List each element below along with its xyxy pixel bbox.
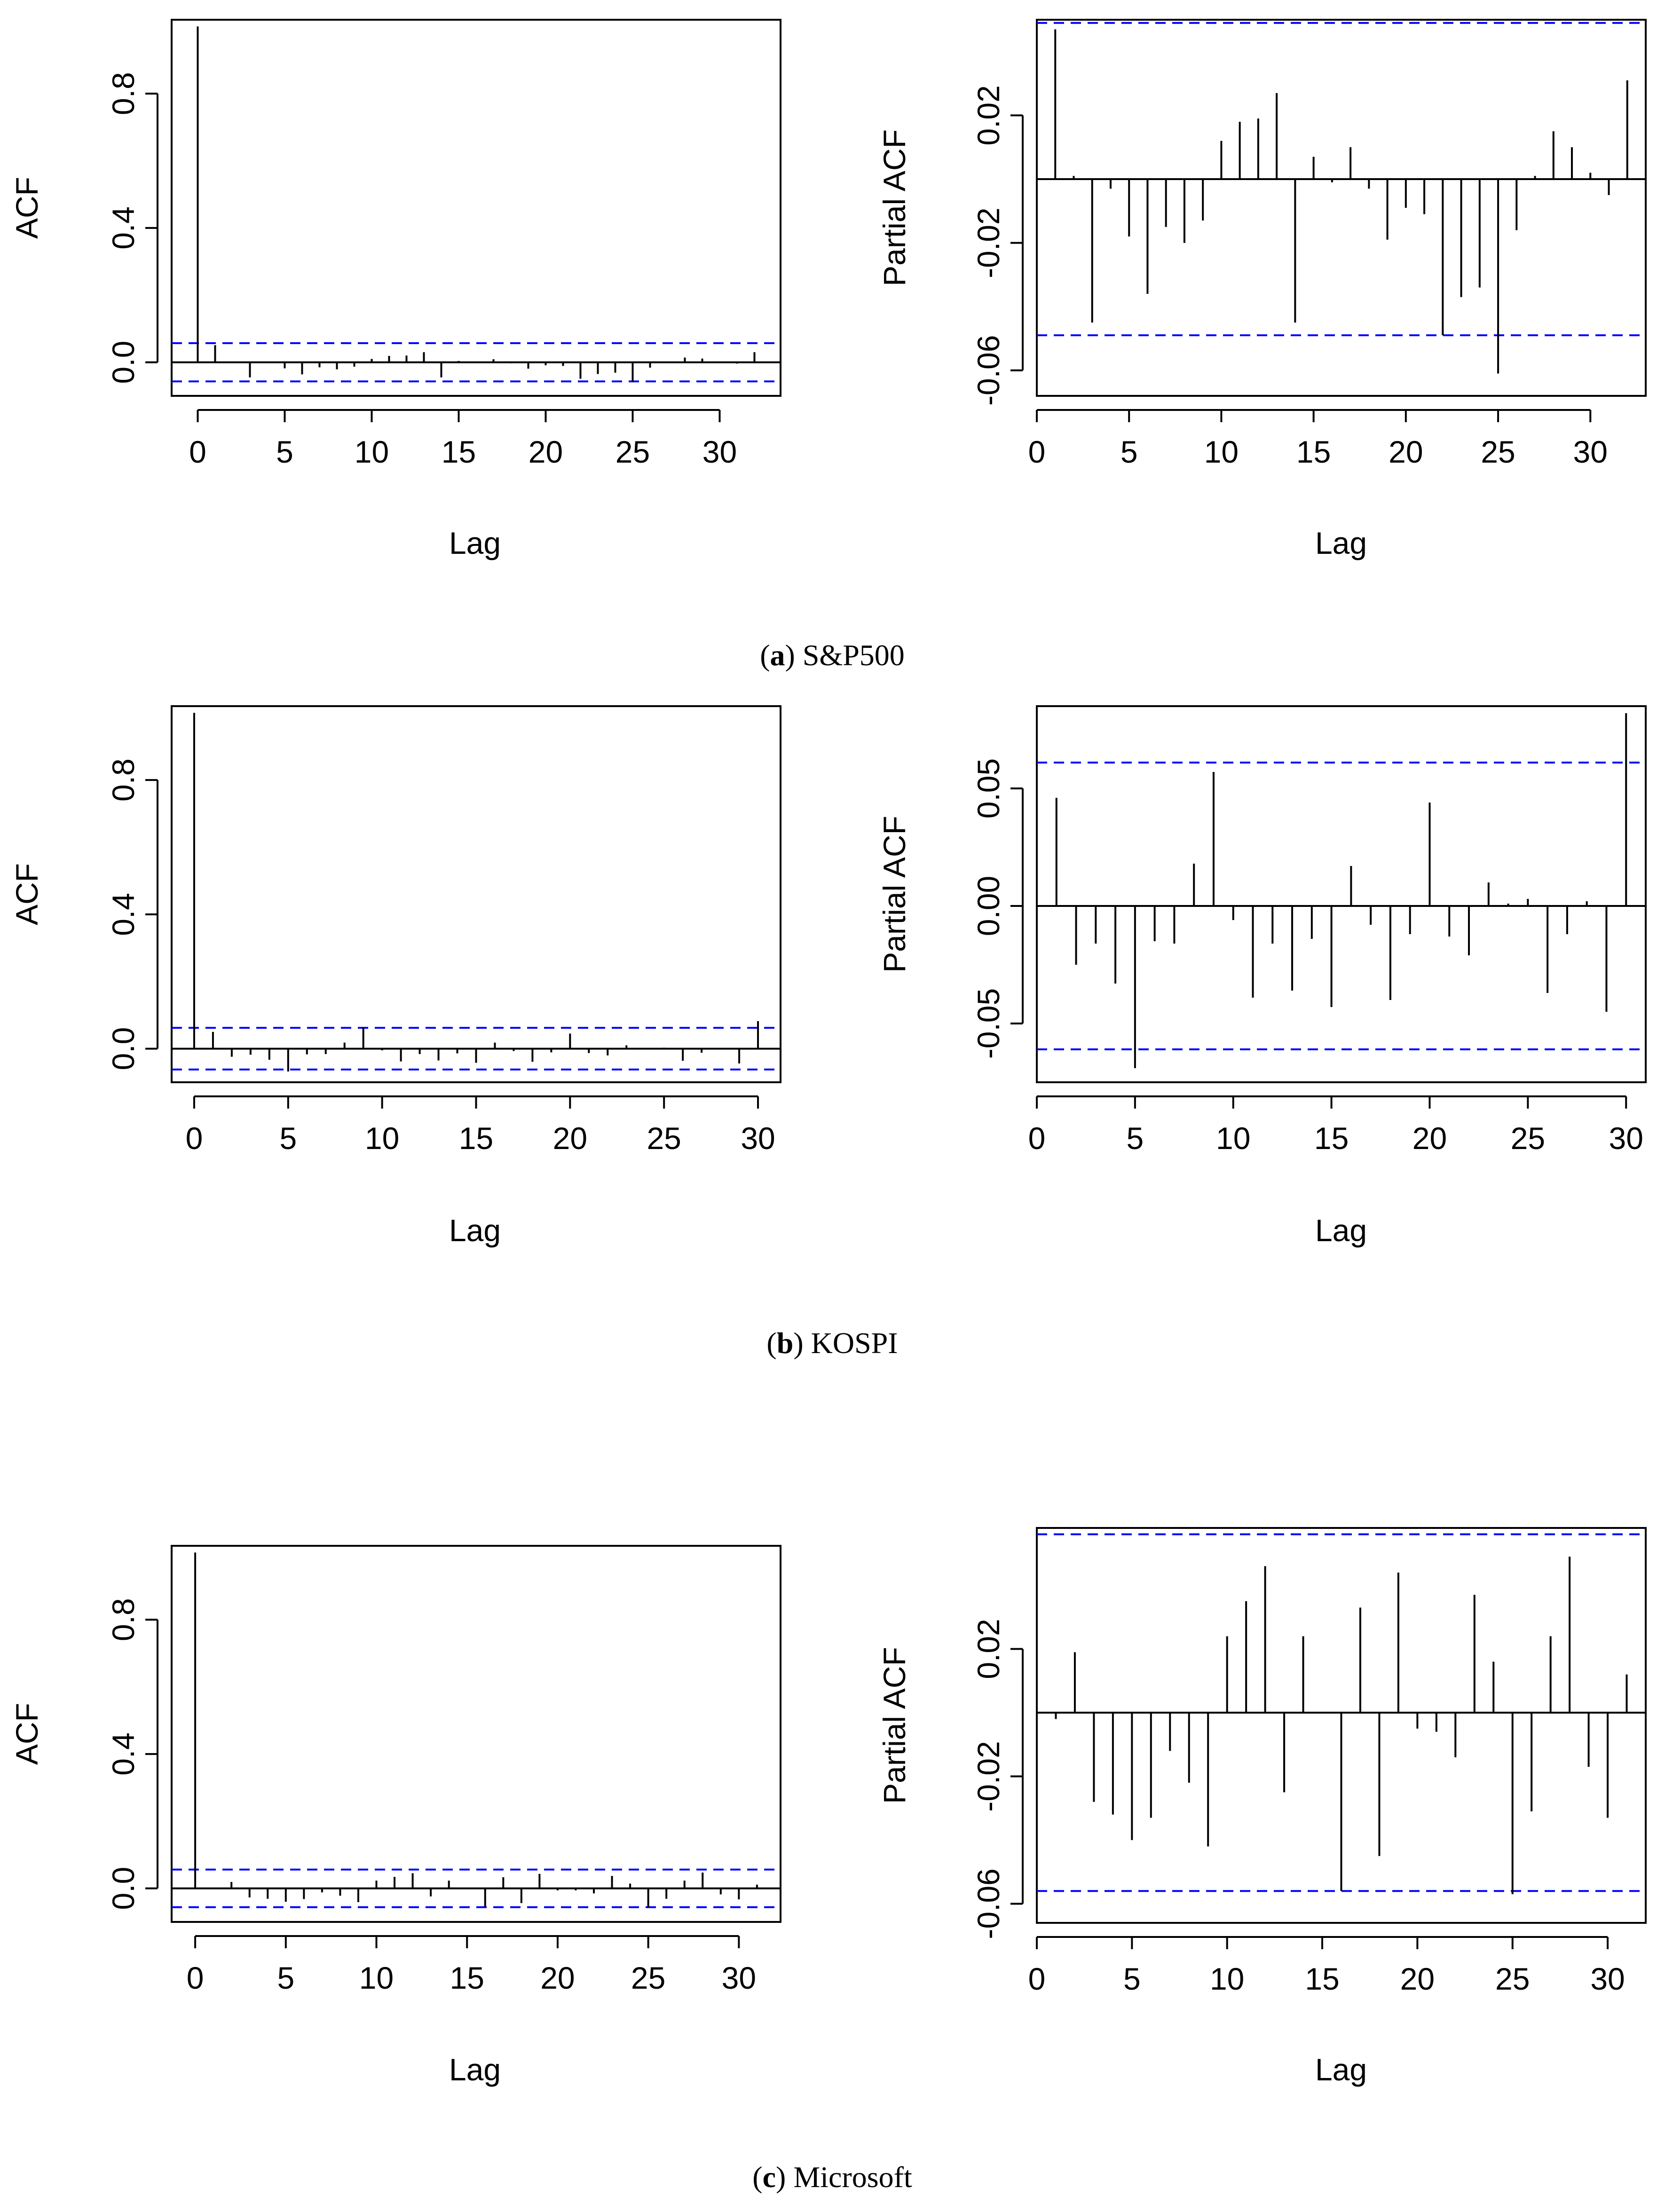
- x-tick-label: 5: [276, 434, 293, 469]
- x-tick-label: 30: [722, 1960, 756, 1995]
- plot-frame: [1036, 705, 1647, 1083]
- y-axis-title: ACF: [9, 177, 44, 239]
- plot-frame: [171, 1545, 781, 1923]
- pacf-plot-microsoft: 0 5 10 15 20 25 30 -0.06 -0.02 0.02 Lag Partial A…: [877, 1527, 1647, 2087]
- plot-frame: [171, 19, 781, 397]
- x-tick-label: 15: [1314, 1121, 1349, 1156]
- x-axis-title: Lag: [449, 2052, 501, 2087]
- x-axis-title: Lag: [1315, 2052, 1367, 2087]
- y-tick-label: 0.8: [106, 1598, 141, 1641]
- x-tick-label: 5: [1127, 1121, 1144, 1156]
- y-axis-title: Partial ACF: [877, 1647, 912, 1804]
- plot-frame: [1036, 1527, 1647, 1924]
- x-tick-label: 25: [1495, 1961, 1530, 1996]
- acf-plot-sp500: 0 5 10 15 20 25 30 0.0 0.4 0.8 Lag ACF: [9, 19, 781, 560]
- y-tick-label: 0.02: [971, 1619, 1006, 1679]
- x-axis-title: Lag: [449, 1213, 501, 1248]
- caption-letter: a: [770, 638, 785, 672]
- x-tick-label: 30: [1573, 434, 1608, 469]
- x-tick-label: 20: [1389, 434, 1423, 469]
- x-tick-label: 10: [365, 1121, 399, 1156]
- y-tick-label: 0.4: [106, 893, 141, 936]
- plot-frame: [171, 705, 781, 1083]
- x-tick-label: 20: [540, 1960, 575, 1995]
- y-tick-label: -0.06: [971, 1868, 1006, 1939]
- y-tick-label: 0.0: [106, 1027, 141, 1071]
- x-tick-label: 20: [1400, 1961, 1435, 1996]
- caption-letter: b: [777, 1326, 794, 1360]
- x-tick-label: 20: [1412, 1121, 1447, 1156]
- x-tick-label: 0: [189, 434, 206, 469]
- y-tick-label: 0.00: [971, 876, 1006, 936]
- panel-a: 0 5 10 15 20 25 30 0.0 0.4 0.8 Lag ACF 0 5 10 15 20 25…: [9, 19, 1647, 672]
- x-tick-label: 20: [529, 434, 563, 469]
- x-tick-label: 10: [359, 1960, 394, 1995]
- y-tick-label: 0.05: [971, 758, 1006, 819]
- acf-plot-kospi: 0 5 10 15 20 25 30 0.0 0.4 0.8 Lag ACF: [9, 705, 781, 1248]
- panel-caption: (c) Microsoft: [752, 2160, 912, 2194]
- x-tick-label: 0: [1028, 434, 1046, 469]
- x-tick-label: 25: [631, 1960, 665, 1995]
- x-tick-label: 5: [1123, 1961, 1141, 1996]
- y-tick-label: 0.8: [106, 72, 141, 115]
- x-axis-title: Lag: [1315, 526, 1367, 560]
- pacf-plot-kospi: 0 5 10 15 20 25 30 -0.05 0.00 0.05 Lag Partial AC…: [877, 705, 1647, 1248]
- x-tick-label: 25: [1481, 434, 1515, 469]
- x-tick-label: 30: [741, 1121, 775, 1156]
- x-tick-label: 30: [1590, 1961, 1625, 1996]
- x-tick-label: 15: [1305, 1961, 1339, 1996]
- y-tick-label: 0.8: [106, 758, 141, 802]
- panel-b: 0 5 10 15 20 25 30 0.0 0.4 0.8 Lag ACF 0 5 10 15 20 25…: [9, 705, 1647, 1360]
- y-axis-title: ACF: [9, 863, 44, 925]
- acf-plot-microsoft: 0 5 10 15 20 25 30 0.0 0.4 0.8 Lag ACF: [9, 1545, 781, 2087]
- y-tick-label: 0.0: [106, 341, 141, 384]
- pacf-plot-sp500: 0 5 10 15 20 25 30 -0.06 -0.02 0.02 Lag Partial A…: [877, 19, 1647, 560]
- x-tick-label: 15: [442, 434, 476, 469]
- x-tick-label: 20: [553, 1121, 587, 1156]
- x-tick-label: 0: [1028, 1961, 1046, 1996]
- panel-c: 0 5 10 15 20 25 30 0.0 0.4 0.8 Lag ACF 0 5 10 15 20 25…: [9, 1527, 1647, 2194]
- x-axis-title: Lag: [449, 526, 501, 560]
- plot-frame: [1036, 19, 1647, 397]
- panel-caption: (a) S&P500: [760, 638, 905, 672]
- caption-text: S&P500: [795, 638, 905, 672]
- panel-caption: (b) KOSPI: [766, 1326, 898, 1360]
- x-tick-label: 5: [277, 1960, 294, 1995]
- x-tick-label: 10: [1204, 434, 1239, 469]
- x-tick-label: 15: [450, 1960, 484, 1995]
- x-tick-label: 5: [1121, 434, 1138, 469]
- y-axis-title: Partial ACF: [877, 129, 912, 286]
- x-tick-label: 10: [355, 434, 389, 469]
- y-tick-label: 0.4: [106, 1732, 141, 1776]
- x-tick-label: 0: [186, 1121, 203, 1156]
- x-tick-label: 25: [1511, 1121, 1545, 1156]
- x-tick-label: 30: [702, 434, 737, 469]
- x-axis-title: Lag: [1315, 1213, 1367, 1248]
- x-tick-label: 15: [1296, 434, 1331, 469]
- caption-letter: c: [763, 2160, 776, 2194]
- x-tick-label: 10: [1216, 1121, 1250, 1156]
- x-tick-label: 5: [279, 1121, 297, 1156]
- x-tick-label: 25: [647, 1121, 681, 1156]
- x-tick-label: 0: [187, 1960, 204, 1995]
- x-tick-label: 10: [1210, 1961, 1244, 1996]
- x-tick-label: 0: [1028, 1121, 1046, 1156]
- y-tick-label: -0.02: [971, 1741, 1006, 1811]
- caption-text: Microsoft: [786, 2160, 912, 2194]
- y-tick-label: 0.0: [106, 1867, 141, 1910]
- y-axis-title: ACF: [9, 1703, 44, 1765]
- x-tick-label: 25: [615, 434, 650, 469]
- y-tick-label: 0.02: [971, 85, 1006, 145]
- y-tick-label: -0.06: [971, 335, 1006, 406]
- x-tick-label: 30: [1609, 1121, 1643, 1156]
- y-tick-label: -0.05: [971, 988, 1006, 1059]
- y-tick-label: 0.4: [106, 206, 141, 250]
- y-axis-title: Partial ACF: [877, 816, 912, 973]
- y-tick-label: -0.02: [971, 207, 1006, 278]
- x-tick-label: 15: [459, 1121, 493, 1156]
- caption-text: KOSPI: [804, 1326, 898, 1360]
